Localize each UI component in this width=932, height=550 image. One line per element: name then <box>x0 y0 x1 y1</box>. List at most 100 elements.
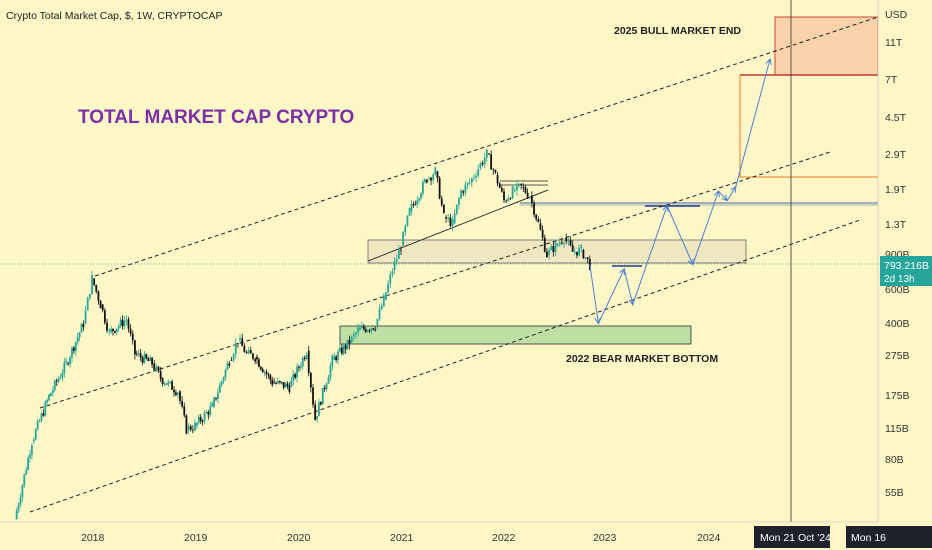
candle-body <box>115 328 118 333</box>
y-tick-label: 1.3T <box>885 219 907 231</box>
annotation-bull-end: 2025 BULL MARKET END <box>614 25 741 37</box>
candle-body <box>524 187 527 193</box>
projection-arrowhead <box>721 194 728 202</box>
candle-body <box>99 300 102 309</box>
y-axis[interactable]: USD 11T 7T 4.5T 2.9T 1.9T 1.3T 900B 600B… <box>877 0 932 550</box>
candle-body <box>535 214 538 220</box>
candle-body <box>533 202 535 215</box>
projection-arrowhead <box>687 258 694 266</box>
candle-body <box>573 251 576 253</box>
candle-body <box>143 354 146 363</box>
y-tick-label: 7T <box>885 74 898 86</box>
candle-body <box>288 386 291 392</box>
candle-body <box>447 217 450 219</box>
candle-body <box>157 366 160 372</box>
candle-body <box>23 474 26 486</box>
candle-body <box>412 204 415 205</box>
candle-body <box>355 332 357 335</box>
candle-body <box>15 510 18 520</box>
candle-body <box>303 357 306 360</box>
x-tick-label: 2022 <box>492 532 516 544</box>
channel-upper <box>94 16 879 277</box>
candle-body <box>342 345 345 354</box>
candle-body <box>550 246 553 250</box>
candle-body <box>183 406 186 416</box>
candle-body <box>95 285 98 292</box>
candle-body <box>101 304 104 311</box>
candle-body <box>80 323 83 333</box>
candle-body <box>135 353 138 355</box>
candle-body <box>137 353 140 355</box>
candle-body <box>368 330 371 332</box>
candle-body <box>503 191 505 201</box>
candle-body <box>430 177 432 181</box>
candle-body <box>167 381 170 385</box>
candle-body <box>333 356 336 361</box>
candle-body <box>305 355 308 360</box>
target-box-orange-outline <box>739 75 878 178</box>
candle-body <box>139 353 142 358</box>
candle-body <box>40 413 43 421</box>
candle-body <box>468 182 471 184</box>
candle-body <box>359 327 361 331</box>
candle-body <box>586 257 589 259</box>
candle-body <box>470 178 473 183</box>
candle-body <box>329 365 332 378</box>
candle-body <box>131 333 134 341</box>
candle-body <box>17 504 20 511</box>
candle-body <box>241 338 244 347</box>
candle-body <box>199 416 202 422</box>
candle-body <box>147 358 150 361</box>
candle-body <box>151 357 153 365</box>
candle-body <box>513 190 516 192</box>
candle-body <box>316 416 318 419</box>
candle-body <box>181 400 184 407</box>
candle-body <box>481 163 484 165</box>
candle-body <box>25 469 28 475</box>
candles <box>15 149 591 520</box>
candle-body <box>29 454 31 458</box>
channel-middle <box>39 151 831 409</box>
candle-body <box>175 392 177 395</box>
candle-body <box>220 381 223 385</box>
candle-body <box>323 387 326 390</box>
candle-body <box>580 245 583 248</box>
candle-body <box>382 295 385 307</box>
candle-body <box>196 422 198 426</box>
candle-body <box>169 381 172 383</box>
candle-body <box>458 198 460 205</box>
candle-body <box>438 178 441 199</box>
candle-body <box>391 271 394 275</box>
candle-body <box>267 374 270 376</box>
candle-body <box>257 359 260 367</box>
candle-body <box>410 204 413 212</box>
candle-body <box>490 154 493 170</box>
x-axis[interactable]: 2018 2019 2020 2021 2022 2023 2024 Mon 2… <box>0 521 932 550</box>
candle-body <box>134 340 136 355</box>
candle-body <box>558 242 561 245</box>
candle-body <box>299 366 302 368</box>
candle-body <box>82 323 85 328</box>
candle-body <box>395 258 398 262</box>
candle-body <box>282 382 285 388</box>
candle-body <box>207 411 210 415</box>
candle-body <box>294 374 297 378</box>
candle-body <box>498 183 501 188</box>
candle-body <box>346 339 349 349</box>
candle-body <box>32 439 35 442</box>
candle-body <box>460 190 462 199</box>
y-tick-label: 115B <box>885 423 909 435</box>
candle-body <box>370 328 373 331</box>
candle-body <box>298 366 300 368</box>
candle-body <box>339 347 341 352</box>
candle-body <box>418 198 421 201</box>
projection-arrowhead <box>619 267 625 275</box>
projection-path <box>589 57 772 326</box>
projection-arrowhead <box>594 317 601 325</box>
candle-body <box>153 363 156 370</box>
candle-body <box>408 208 411 216</box>
candle-body <box>44 402 47 416</box>
candle-body <box>578 247 581 256</box>
candle-body <box>284 383 287 388</box>
